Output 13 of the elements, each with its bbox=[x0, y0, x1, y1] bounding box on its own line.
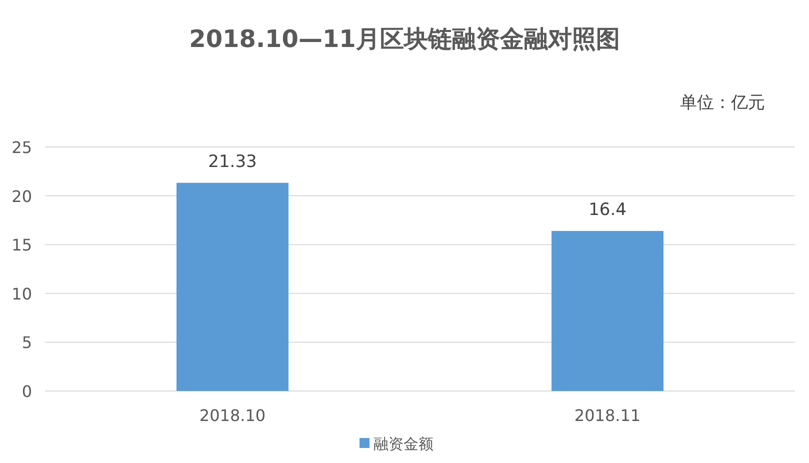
y-tick-label: 10 bbox=[12, 284, 32, 304]
y-tick-label: 0 bbox=[22, 382, 32, 401]
y-tick-label: 20 bbox=[12, 186, 32, 206]
y-tick-label: 25 bbox=[12, 138, 32, 157]
x-tick-label: 2018.11 bbox=[574, 406, 641, 425]
data-label: 21.33 bbox=[208, 152, 257, 172]
y-tick-label: 5 bbox=[22, 333, 32, 352]
x-tick-label: 2018.10 bbox=[199, 406, 266, 425]
chart-title: 2018.10—11月区块链融资金融对照图 bbox=[189, 25, 620, 53]
legend-label: 融资金额 bbox=[374, 435, 434, 453]
text: 单位：亿元 bbox=[680, 93, 765, 113]
data-label: 16.4 bbox=[588, 200, 626, 220]
y-tick-label: 15 bbox=[12, 236, 32, 255]
